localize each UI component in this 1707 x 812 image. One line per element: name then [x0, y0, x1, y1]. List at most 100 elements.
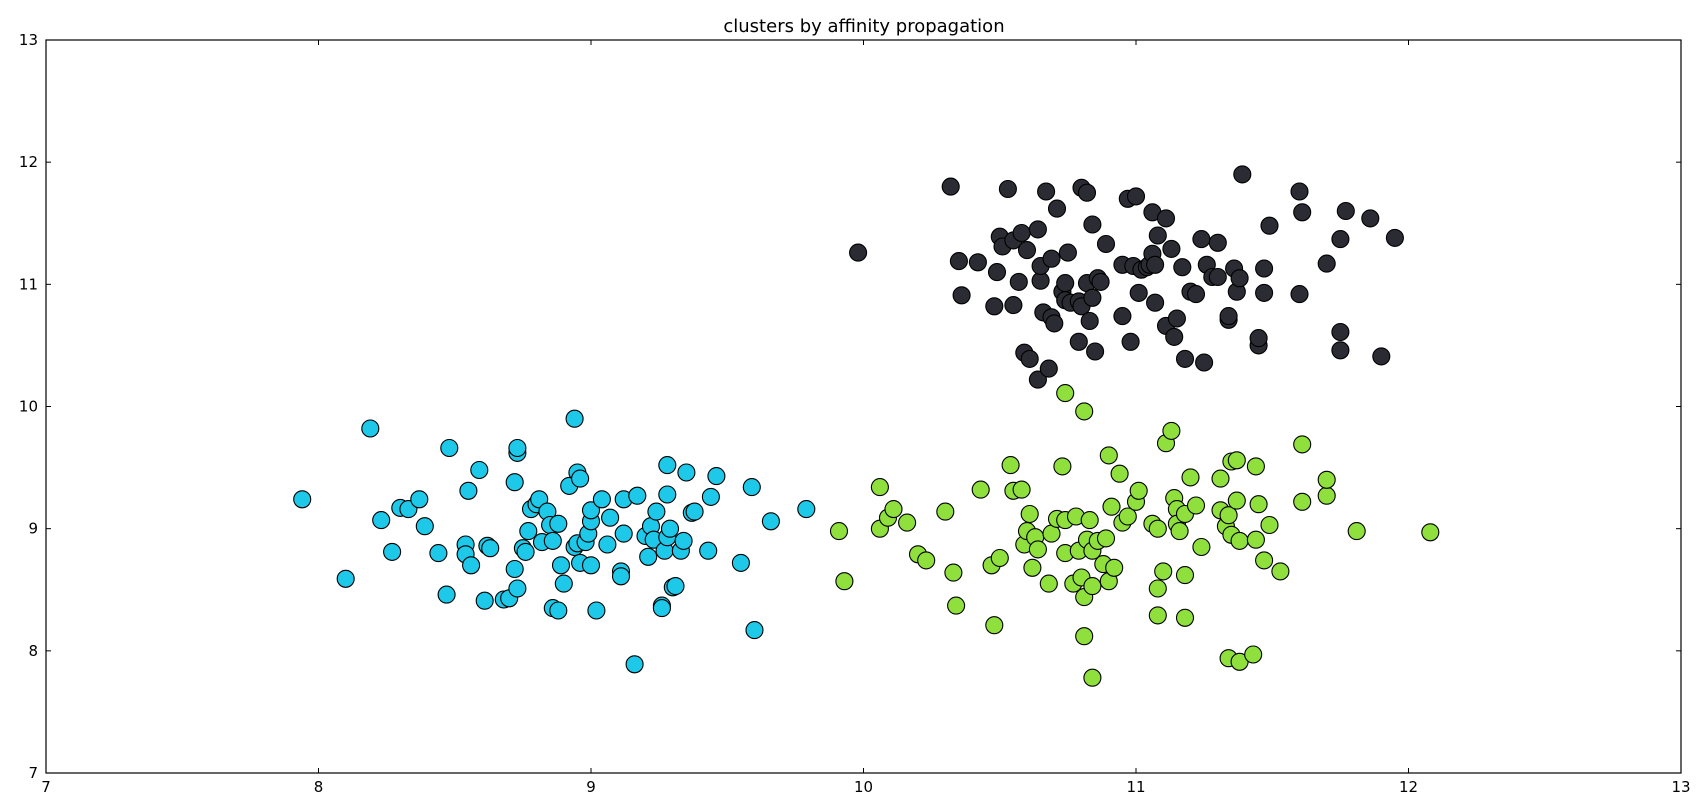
- point-s3-2: [941, 177, 960, 196]
- point-s1-3: [361, 419, 380, 438]
- point-s3-94: [1331, 341, 1350, 360]
- point-s3-13: [1009, 272, 1028, 291]
- point-s1-49: [571, 469, 590, 488]
- point-s1-80: [674, 531, 693, 550]
- point-s1-18: [475, 591, 494, 610]
- point-s3-82: [1233, 165, 1252, 184]
- point-s1-91: [797, 500, 816, 519]
- point-s2-73: [1192, 537, 1211, 557]
- point-s2-12: [947, 596, 966, 615]
- point-s3-98: [1385, 228, 1404, 247]
- point-s1-64: [628, 486, 647, 505]
- point-s3-38: [1077, 183, 1097, 202]
- point-s1-26: [508, 438, 527, 458]
- point-s2-1: [829, 522, 849, 541]
- point-s3-66: [1167, 309, 1186, 328]
- point-s1-8: [410, 490, 429, 509]
- point-s2-19: [1012, 480, 1031, 499]
- point-s2-51: [1105, 558, 1124, 577]
- point-s2-37: [1075, 402, 1094, 421]
- point-s3-26: [1042, 249, 1061, 268]
- point-s2-71: [1181, 468, 1200, 487]
- point-s2-58: [1148, 606, 1167, 625]
- point-s2-41: [1080, 511, 1099, 530]
- y-tick-label: 7: [28, 764, 38, 782]
- point-s1-81: [677, 463, 696, 482]
- point-s3-65: [1165, 327, 1184, 346]
- point-s2-6: [884, 500, 903, 519]
- point-s2-9: [917, 551, 936, 570]
- point-s1-24: [505, 473, 524, 492]
- point-s3-30: [1056, 274, 1075, 293]
- point-s3-16: [1017, 241, 1037, 260]
- point-s2-50: [1102, 497, 1121, 516]
- point-s2-97: [1421, 523, 1440, 542]
- point-s3-19: [1028, 370, 1047, 389]
- point-s3-84: [1249, 329, 1268, 348]
- point-s3-12: [1004, 296, 1023, 315]
- point-s3-75: [1208, 233, 1227, 252]
- point-s3-45: [1091, 272, 1110, 291]
- point-s3-93: [1331, 322, 1350, 342]
- point-s2-47: [1096, 529, 1116, 548]
- point-s2-17: [1001, 456, 1020, 475]
- point-s1-66: [639, 547, 658, 566]
- point-s2-32: [1056, 384, 1075, 403]
- point-s3-64: [1162, 239, 1181, 258]
- point-s1-63: [625, 655, 644, 674]
- point-s2-23: [1023, 558, 1042, 577]
- point-s3-60: [1146, 293, 1165, 312]
- point-s1-89: [745, 621, 764, 640]
- point-s3-43: [1086, 342, 1105, 361]
- point-s1-74: [658, 456, 677, 475]
- point-s3-4: [952, 286, 971, 305]
- point-s2-77: [1219, 506, 1238, 525]
- point-s1-27: [508, 579, 527, 598]
- point-s1-90: [761, 512, 780, 531]
- point-s1-40: [549, 514, 568, 533]
- point-s2-38: [1075, 627, 1094, 646]
- point-s3-40: [1080, 311, 1099, 331]
- point-s2-60: [1148, 519, 1167, 538]
- point-s2-48: [1099, 446, 1118, 465]
- point-s3-91: [1317, 254, 1336, 273]
- point-s3-18: [1028, 220, 1047, 239]
- point-s2-82: [1227, 491, 1246, 510]
- point-s3-92: [1331, 230, 1350, 249]
- point-s2-96: [1347, 522, 1366, 541]
- point-s1-29: [516, 542, 535, 561]
- point-s1-39: [549, 601, 568, 620]
- point-s2-10: [936, 502, 955, 521]
- point-s3-35: [1069, 332, 1088, 351]
- point-s2-11: [944, 563, 963, 582]
- point-s3-67: [1173, 258, 1192, 277]
- point-s3-14: [1012, 223, 1031, 243]
- point-s1-16: [462, 556, 481, 575]
- x-tick-label: 9: [586, 778, 596, 796]
- point-s2-92: [1293, 435, 1312, 454]
- point-s1-54: [581, 501, 601, 520]
- y-tick-label: 8: [28, 642, 38, 660]
- point-s1-78: [666, 577, 685, 596]
- point-s2-52: [1110, 464, 1129, 483]
- point-s2-42: [1083, 668, 1102, 687]
- point-s3-3: [949, 252, 968, 271]
- point-s2-13: [971, 480, 990, 499]
- point-s2-54: [1118, 507, 1137, 526]
- point-s1-10: [429, 544, 448, 563]
- point-s3-50: [1121, 332, 1140, 351]
- point-s1-42: [554, 574, 573, 593]
- point-s1-84: [699, 541, 718, 560]
- y-tick-label: 11: [19, 275, 38, 293]
- point-s1-12: [440, 438, 459, 458]
- chart-title: clusters by affinity propagation: [723, 16, 1004, 37]
- point-s3-95: [1336, 201, 1355, 221]
- point-s1-60: [611, 567, 631, 586]
- point-s2-74: [1211, 469, 1230, 488]
- point-s3-1: [849, 243, 868, 262]
- point-s3-48: [1113, 307, 1132, 326]
- point-s2-25: [1028, 540, 1047, 559]
